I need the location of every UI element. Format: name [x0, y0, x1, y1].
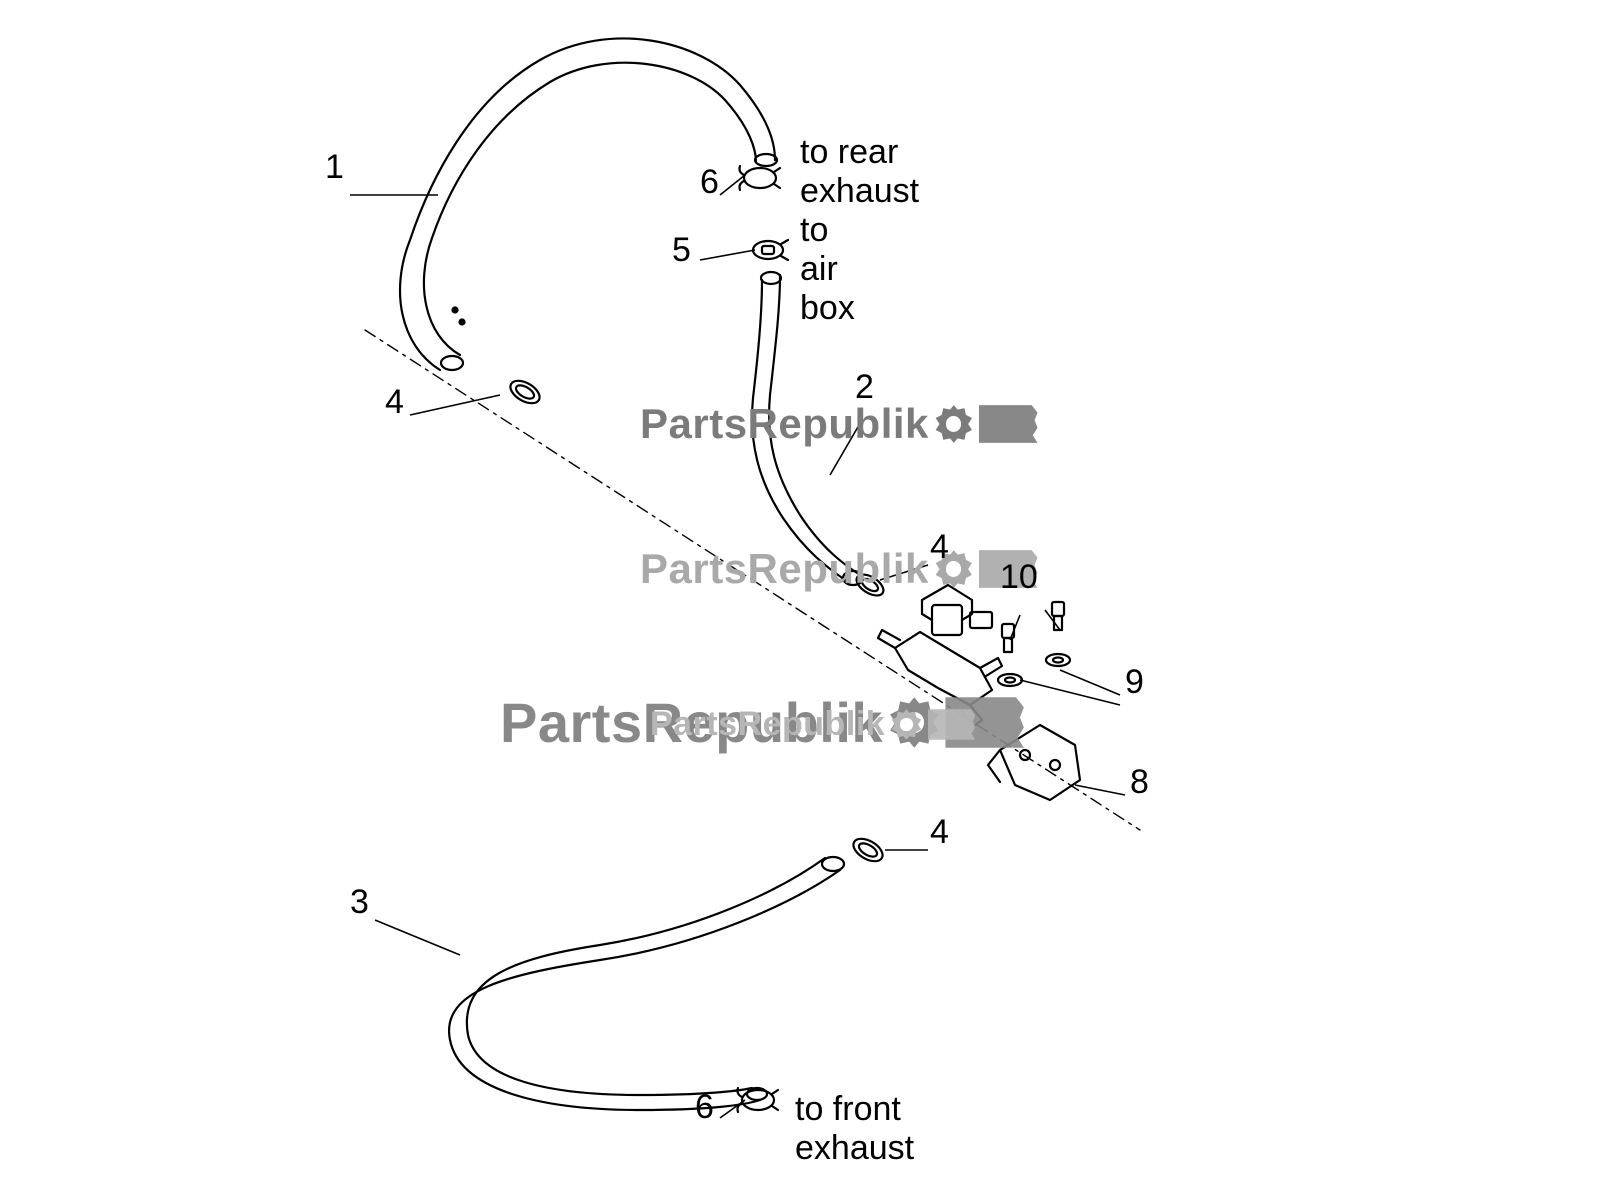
clamp-4-lower	[850, 834, 887, 866]
callout-5: 5	[672, 231, 691, 270]
spring-clamp-top	[740, 166, 781, 190]
watermark: PartsRepublik	[650, 705, 975, 744]
watermark-text: PartsRepublik	[640, 400, 929, 448]
watermark-text: PartsRepublik	[650, 705, 885, 744]
diagram-stage: PartsRepublikPartsRepublikPartsRepublikP…	[0, 0, 1600, 1200]
flag-icon	[928, 709, 976, 740]
callout-3: 3	[350, 883, 369, 922]
gear-icon	[935, 405, 973, 443]
clamp-4-upper	[507, 376, 544, 408]
callout-4: 4	[930, 813, 949, 852]
callout-4: 4	[930, 528, 949, 567]
callout-leaders	[350, 175, 1125, 1118]
annotation-front: to front exhaust	[795, 1090, 914, 1168]
watermark: PartsRepublik	[640, 400, 1038, 448]
callout-9: 9	[1125, 663, 1144, 702]
watermark-text: PartsRepublik	[640, 545, 929, 593]
hose-front	[449, 857, 844, 1110]
callout-2: 2	[855, 368, 874, 407]
watermark: PartsRepublik	[640, 545, 1038, 593]
callout-8: 8	[1130, 763, 1149, 802]
callout-6: 6	[700, 163, 719, 202]
callout-4: 4	[385, 383, 404, 422]
hose-rear	[400, 38, 777, 370]
bolts-washers	[998, 602, 1070, 686]
flag-icon	[979, 405, 1038, 443]
callout-1: 1	[325, 148, 344, 187]
callout-6: 6	[695, 1088, 714, 1127]
gear-icon	[891, 709, 922, 740]
callout-10: 10	[1000, 558, 1038, 597]
clamp-airbox	[753, 240, 788, 260]
annotation-rear: to rear exhaust	[800, 133, 919, 211]
annotation-airbox: to air box	[800, 211, 855, 328]
